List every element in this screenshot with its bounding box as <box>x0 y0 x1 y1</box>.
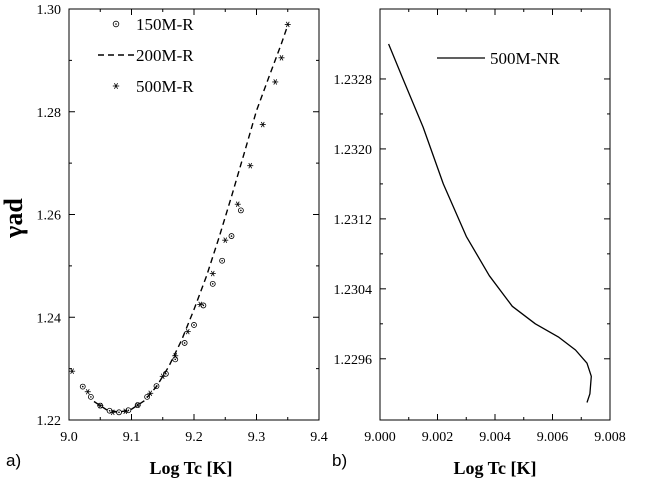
data-point <box>259 121 266 128</box>
data-point <box>84 388 91 395</box>
data-point <box>134 402 141 408</box>
data-point <box>284 21 291 28</box>
data-point <box>116 409 122 416</box>
y-tick-label: 1.2328 <box>334 73 373 88</box>
data-point <box>87 393 94 400</box>
data-point <box>184 328 191 335</box>
data-point <box>79 383 86 390</box>
data-point <box>247 162 254 169</box>
legend-label: 200M-R <box>136 46 194 65</box>
series-150m-r <box>79 207 244 416</box>
data-point <box>69 368 76 374</box>
series-line <box>387 43 592 403</box>
data-point <box>228 233 235 239</box>
legend-swatch <box>112 20 120 28</box>
series-line <box>93 25 289 414</box>
panel-b-x-axis-title: Log Tc [K] <box>453 458 536 478</box>
data-point <box>147 390 154 397</box>
panel-a-x-axis-title: Log Tc [K] <box>149 458 232 478</box>
x-tick-label: 9.4 <box>310 430 328 445</box>
data-point <box>172 352 179 359</box>
y-tick-label: 1.2320 <box>334 143 373 158</box>
legend-label: 150M-R <box>136 15 194 34</box>
x-tick-label: 9.002 <box>422 430 454 445</box>
data-point <box>222 237 229 243</box>
plot-frame <box>379 8 611 421</box>
legend-label: 500M-R <box>136 77 194 96</box>
x-tick-label: 9.006 <box>537 430 569 445</box>
y-tick-label: 1.26 <box>37 209 62 224</box>
y-tick-label: 1.30 <box>37 3 62 18</box>
data-point <box>237 207 244 214</box>
x-tick-label: 9.008 <box>594 430 626 445</box>
data-point <box>122 408 129 415</box>
data-point <box>197 301 204 308</box>
x-tick-label: 9.1 <box>123 430 141 445</box>
y-tick-label: 1.2312 <box>334 213 373 228</box>
data-point <box>109 409 116 416</box>
series-500m-nr <box>387 43 592 403</box>
x-tick-label: 9.2 <box>185 430 203 445</box>
legend-label: 500M-NR <box>490 49 561 68</box>
panel-a-tag: a) <box>6 451 21 470</box>
legend: 150M-R 200M-R 500M-R <box>98 15 194 96</box>
x-tick-label: 9.000 <box>364 430 396 445</box>
data-point <box>278 55 285 61</box>
data-point <box>209 270 216 277</box>
data-point <box>172 356 179 363</box>
x-tick-label: 9.004 <box>479 430 511 445</box>
series-500m-r <box>69 21 291 416</box>
legend-swatch <box>112 83 120 89</box>
data-point <box>159 373 166 380</box>
legend: 500M-NR <box>437 49 561 68</box>
y-tick-label: 1.2304 <box>334 283 373 298</box>
y-tick-label: 1.22 <box>37 414 62 429</box>
data-point <box>272 79 279 85</box>
y-tick-label: 1.24 <box>37 311 62 326</box>
x-tick-label: 9.0 <box>60 430 78 445</box>
data-point <box>219 257 226 264</box>
plot-frame <box>68 8 320 421</box>
panel-a-y-axis-title: γad <box>0 198 28 239</box>
data-point <box>97 402 104 409</box>
y-tick-label: 1.28 <box>37 106 62 121</box>
panel-b-tag: b) <box>332 451 347 470</box>
panel-a-plot: 9.0 9.1 9.2 9.3 9.4 1.22 1.24 1.26 1.28 1.30 150M-… <box>37 3 328 445</box>
panel-b-plot: 9.000 9.002 9.004 9.006 9.008 1.2296 1.2304 1.2… <box>334 8 626 445</box>
data-point <box>181 340 188 346</box>
y-tick-label: 1.2296 <box>334 353 373 368</box>
data-point <box>191 322 197 328</box>
series-200m-r <box>93 25 289 414</box>
data-point <box>209 280 216 287</box>
data-point <box>200 302 207 309</box>
data-point <box>234 201 241 208</box>
x-tick-label: 9.3 <box>248 430 266 445</box>
